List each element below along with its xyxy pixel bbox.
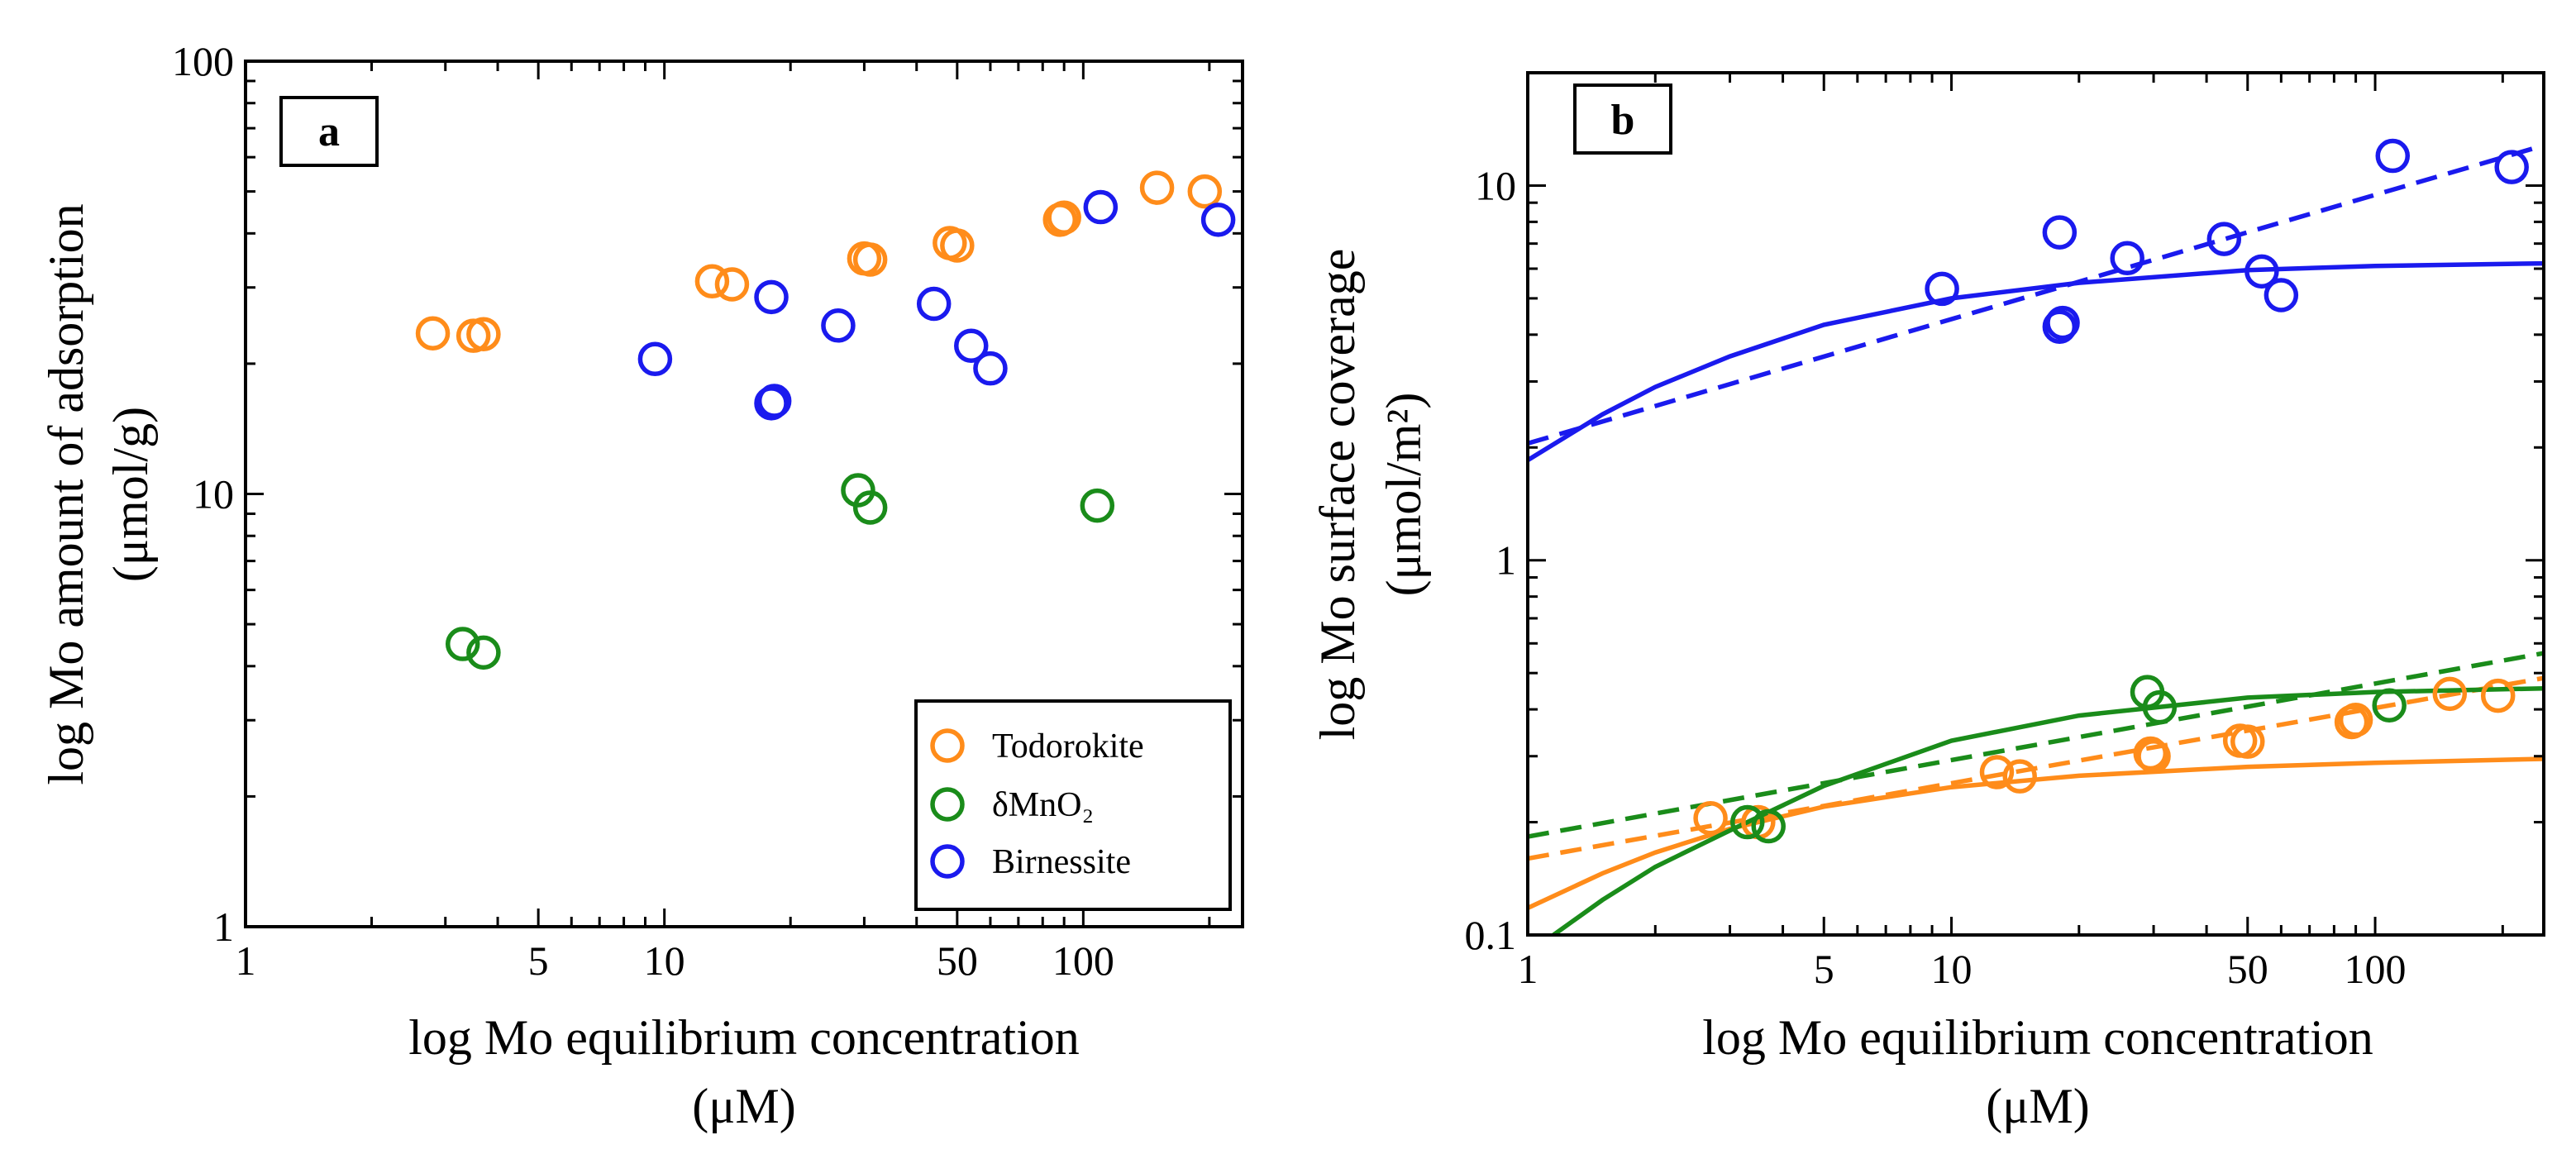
panel-b-point-dmno2 [1730, 804, 1765, 840]
panel-b-y-title: log Mo surface coverage [1310, 249, 1365, 741]
panel-a-point-birnessite [973, 351, 1008, 386]
panel-b-x-unit: (μM) [1986, 1079, 2089, 1133]
panel-b-fit-lines [1528, 143, 2544, 935]
legend-label-dmno2: δMnO₂ [992, 786, 1094, 824]
panel-b-point-todorokite [1693, 800, 1728, 836]
panel-b-fit-freundlich-todorokite [1528, 675, 2544, 861]
legend-label-birnessite: Birnessite [992, 843, 1131, 881]
panel-a-y-unit: (μmol/g) [103, 407, 158, 582]
panel-a-point-dmno2 [466, 635, 501, 670]
legend-label-todorokite: Todorokite [992, 727, 1144, 766]
panel-a-x-tick-label: 50 [937, 937, 978, 984]
panel-a-y-tick-label: 1 [213, 904, 234, 950]
panel-a-point-todorokite [714, 267, 750, 302]
panel-a-y-tick-label: 10 [193, 471, 234, 517]
panel-b-point-birnessite [2045, 305, 2080, 341]
panel-a-point-todorokite [466, 317, 501, 351]
panel-a-point-birnessite [1083, 189, 1119, 225]
panel-b-point-dmno2 [2372, 688, 2407, 723]
panel-a-letter: a [318, 108, 340, 155]
panel-b-point-todorokite [2338, 703, 2373, 737]
panel-b-point-birnessite [2206, 222, 2242, 256]
panel-b-fit-langmuir-dmno2 [1552, 685, 2544, 935]
panel-a-x-tick-label: 1 [236, 937, 256, 984]
panel-b-fit-freundlich-dmno2 [1528, 651, 2544, 839]
panel-b-x-tick-label: 5 [1814, 946, 1834, 992]
panel-a-y-title: log Mo amount of adsorption [39, 203, 93, 785]
panel-a-x-tick-label: 10 [644, 937, 685, 984]
panel-b-point-todorokite [2002, 759, 2037, 794]
panel-a-point-todorokite [415, 316, 451, 351]
panel-b-point-todorokite [2432, 676, 2468, 712]
panel-b-point-birnessite [2042, 215, 2077, 250]
panel-a-point-dmno2 [852, 490, 888, 525]
panel-a-x-tick-label: 100 [1052, 937, 1114, 984]
panel-b-y-tick-label: 1 [1496, 537, 1516, 584]
panel-a-point-birnessite [756, 384, 792, 418]
panel-a-x-tick-label: 5 [528, 937, 549, 984]
panel-a-marks [415, 170, 1236, 670]
panel-b-point-dmno2 [2142, 689, 2178, 725]
panel-b-point-todorokite [2136, 738, 2171, 774]
legend-marker-todorokite [930, 728, 965, 763]
panel-a-point-birnessite [954, 328, 989, 363]
panel-a-legend: Todorokite δMnO₂ Birnessite [914, 699, 1232, 911]
panel-b-x-title: log Mo equilibrium concentration [1702, 1010, 2373, 1065]
panel-a-point-dmno2 [1080, 488, 1115, 523]
panel-b-y-tick-label: 0.1 [1465, 912, 1517, 958]
panel-b-x-tick-label: 1 [1518, 946, 1538, 992]
panel-b-x-tick-label: 50 [2227, 946, 2268, 992]
panel-a-ticks: 1 5 10 50 100 1 10 100 [172, 38, 1243, 984]
panel-b-point-birnessite [2375, 138, 2411, 174]
panel-b-point-todorokite [2230, 724, 2265, 759]
panel-a-point-dmno2 [445, 627, 480, 661]
panel-b-marks [1693, 138, 2529, 844]
panel-a-x-unit: (μM) [692, 1079, 795, 1133]
panel-a-point-birnessite [754, 279, 789, 315]
panel-b-point-todorokite [2480, 678, 2516, 713]
panel-b-x-tick-label: 100 [2345, 946, 2407, 992]
panel-b-letter-box [1573, 83, 1672, 155]
panel-b-x-tick-label: 10 [1931, 946, 1973, 992]
panel-a-point-todorokite [1047, 200, 1081, 236]
panel-b-y-tick-label: 10 [1475, 162, 1516, 208]
panel-a-point-birnessite [1200, 203, 1236, 237]
panel-b-letter: b [1611, 97, 1635, 144]
legend-frame [914, 699, 1232, 911]
panel-a-point-todorokite [1187, 174, 1223, 209]
panel-a-point-todorokite [940, 228, 975, 263]
panel-a-point-todorokite [852, 242, 888, 277]
panel-b-point-birnessite [2244, 254, 2279, 289]
panel-b-point-birnessite [2264, 278, 2299, 312]
panel-a-point-birnessite [916, 286, 952, 322]
panel-b-point-birnessite [1925, 271, 1959, 307]
panel-b-fit-freundlich-birnessite [1528, 143, 2544, 446]
panel-b-y-unit: (μmol/m²) [1376, 393, 1431, 597]
legend-marker-birnessite [930, 844, 965, 879]
panel-b-point-birnessite [2494, 150, 2529, 184]
panel-a-point-todorokite [1139, 170, 1175, 205]
panel-a-x-title: log Mo equilibrium concentration [408, 1010, 1080, 1065]
panel-b-plot-frame [1526, 71, 2545, 937]
panel-b-fit-langmuir-todorokite [1528, 756, 2544, 910]
panel-b-point-birnessite [2042, 309, 2077, 344]
panel-b-point-todorokite [2133, 736, 2168, 771]
legend-marker-dmno2 [930, 787, 965, 822]
panel-b-point-birnessite [2110, 241, 2144, 276]
panel-a-point-birnessite [637, 341, 673, 377]
panel-b-fit-langmuir-birnessite [1528, 260, 2544, 462]
panel-a-letter-box [279, 96, 379, 167]
panel-a-point-todorokite [694, 264, 730, 299]
panel-a: 1 5 10 50 100 1 10 100 a log Mo equilibrium con… [39, 38, 1244, 1133]
panel-b-point-todorokite [1979, 755, 2015, 789]
panel-a-y-tick-label: 100 [172, 38, 234, 84]
panel-a-point-birnessite [821, 308, 856, 343]
panel-b-point-dmno2 [1751, 808, 1786, 844]
panel-a-point-dmno2 [841, 473, 875, 508]
